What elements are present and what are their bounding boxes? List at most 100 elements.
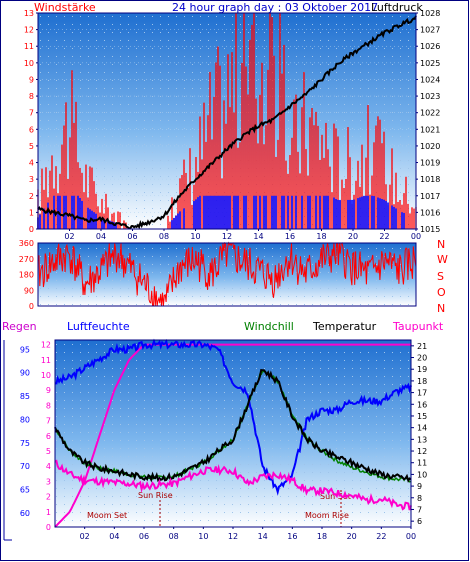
rain-tick-label: 3 — [46, 477, 51, 486]
temperature-tick-label: 14 — [417, 424, 427, 433]
time-tick-label: 18 — [317, 532, 327, 541]
humidity-tick-label: 90 — [20, 369, 30, 378]
rain-tick-label: 10 — [41, 371, 51, 380]
rain-tick-label: 5 — [46, 447, 51, 456]
humidity-tick-label: 95 — [20, 345, 30, 354]
direction-tick-label: 180 — [19, 271, 34, 280]
direction-tick-label: 90 — [24, 286, 34, 295]
time-tick-label: 16 — [287, 532, 297, 541]
wind-tick-label: 13 — [24, 9, 34, 18]
temperature-tick-label: 11 — [417, 459, 427, 468]
temperature-tick-label: 15 — [417, 412, 427, 421]
legend-temperatur: Temperatur — [312, 320, 377, 333]
rain-tick-label: 2 — [46, 493, 51, 502]
temperature-tick-label: 21 — [417, 342, 427, 351]
pressure-tick-label: 1020 — [420, 142, 440, 151]
rain-tick-label: 6 — [46, 432, 51, 441]
temperature-tick-label: 6 — [417, 517, 422, 526]
temp-time-axis: 02 04 06 08 10 12 14 16 18 20 22 00 — [80, 527, 416, 541]
wind-tick-label: 12 — [24, 26, 34, 35]
rain-tick-label: 11 — [41, 356, 51, 365]
wind-tick-label: 4 — [29, 159, 34, 168]
time-tick-label: 04 — [96, 232, 106, 241]
compass-label: N — [437, 302, 445, 315]
dewpoint-line — [54, 459, 412, 511]
temperature-tick-label: 17 — [417, 389, 427, 398]
rain-tick-label: 7 — [46, 417, 51, 426]
time-tick-label: 12 — [228, 532, 238, 541]
wind-tick-label: 3 — [29, 175, 34, 184]
wind-direction-line — [37, 241, 417, 307]
wind-tick-label: 5 — [29, 142, 34, 151]
rain-tick-label: 12 — [41, 341, 51, 350]
compass-label: O — [437, 286, 446, 299]
temperature-axis-ticks: 21 20 19 18 17 16 15 14 13 12 11 10 9 8 7 6 — [411, 342, 427, 526]
temperature-tick-label: 10 — [417, 470, 427, 479]
time-tick-label: 06 — [139, 532, 149, 541]
legend-luftfeuchte: Luftfeuchte — [67, 320, 130, 333]
time-tick-label: 02 — [64, 232, 74, 241]
temperature-line — [54, 369, 412, 483]
time-tick-label: 10 — [190, 232, 200, 241]
time-tick-label: 22 — [379, 232, 389, 241]
pressure-tick-label: 1015 — [420, 225, 440, 234]
wind-tick-label: 0 — [29, 225, 34, 234]
wind-bars — [37, 13, 417, 229]
direction-tick-label: 270 — [19, 255, 34, 264]
wind-tick-label: 2 — [29, 192, 34, 201]
wind-tick-label: 6 — [29, 125, 34, 134]
time-tick-label: 20 — [348, 232, 358, 241]
pressure-tick-label: 1027 — [420, 26, 440, 35]
rain-tick-label: 9 — [46, 386, 51, 395]
time-tick-label: 22 — [376, 532, 386, 541]
pressure-line — [37, 15, 417, 230]
pressure-tick-label: 1024 — [420, 75, 440, 84]
temperature-tick-label: 8 — [417, 494, 422, 503]
time-tick-label: 08 — [159, 232, 169, 241]
moon-set-label: Moom Set — [87, 511, 127, 520]
astro-markers: Moom Set Sun Rise Sun Set Moom Rise — [87, 490, 351, 527]
pressure-tick-label: 1018 — [420, 175, 440, 184]
pressure-tick-label: 1023 — [420, 92, 440, 101]
humidity-tick-label: 85 — [20, 392, 30, 401]
temperature-tick-label: 19 — [417, 365, 427, 374]
wind-tick-label: 1 — [29, 208, 34, 217]
humidity-tick-label: 75 — [20, 439, 30, 448]
pressure-tick-label: 1028 — [420, 9, 440, 18]
wind-time-axis: 02 04 06 08 10 12 14 16 18 20 22 00 — [64, 229, 421, 241]
temperature-tick-label: 18 — [417, 377, 427, 386]
wind-tick-label: 8 — [29, 92, 34, 101]
time-tick-label: 00 — [411, 232, 421, 241]
rain-tick-label: 0 — [46, 523, 51, 532]
humidity-tick-label: 80 — [20, 415, 30, 424]
sun-rise-label: Sun Rise — [138, 491, 173, 500]
compass-label: S — [437, 270, 444, 283]
time-tick-label: 00 — [406, 532, 416, 541]
wind-tick-label: 10 — [24, 59, 34, 68]
moon-rise-label: Moom Rise — [305, 511, 349, 520]
direction-tick-label: 0 — [29, 302, 34, 311]
humidity-tick-label: 65 — [20, 486, 30, 495]
time-tick-label: 04 — [109, 532, 119, 541]
time-tick-label: 08 — [169, 532, 179, 541]
pressure-tick-label: 1016 — [420, 208, 440, 217]
pressure-tick-label: 1026 — [420, 42, 440, 51]
temperature-tick-label: 16 — [417, 400, 427, 409]
time-tick-label: 10 — [198, 532, 208, 541]
rain-tick-label: 8 — [46, 401, 51, 410]
legend-taupunkt: Taupunkt — [392, 320, 444, 333]
wind-tick-label: 9 — [29, 75, 34, 84]
legend-regen: Regen — [2, 320, 37, 333]
temperature-tick-label: 12 — [417, 447, 427, 456]
legend-windchill: Windchill — [244, 320, 294, 333]
pressure-axis-ticks: 1028 1027 1026 1025 1024 1023 1022 1021 1020 1019… — [416, 9, 440, 234]
time-tick-label: 12 — [222, 232, 232, 241]
time-tick-label: 20 — [347, 532, 357, 541]
humidity-tick-label: 60 — [20, 509, 30, 518]
direction-axis-ticks: 360 270 180 90 0 — [19, 239, 34, 311]
wind-tick-label: 11 — [24, 42, 34, 51]
rain-tick-label: 1 — [46, 508, 51, 517]
